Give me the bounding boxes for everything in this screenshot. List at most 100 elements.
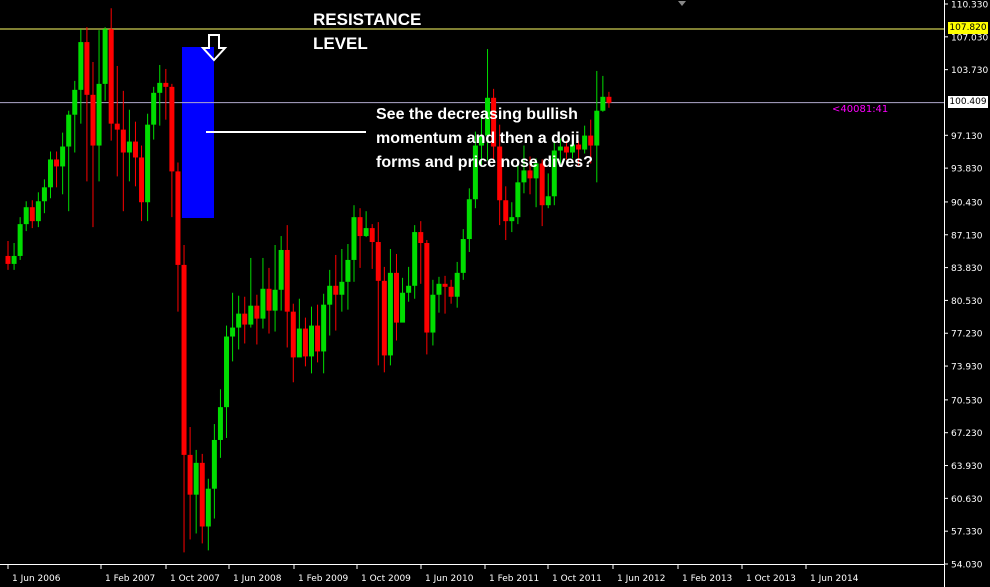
candle[interactable] [175, 162, 181, 312]
candle[interactable] [230, 292, 236, 362]
candle[interactable] [375, 222, 381, 366]
candle[interactable] [442, 275, 448, 314]
candle[interactable] [84, 27, 90, 182]
candle[interactable] [108, 8, 114, 141]
candle[interactable] [436, 276, 442, 313]
candle[interactable] [418, 221, 424, 284]
candle[interactable] [96, 30, 102, 182]
candle[interactable] [472, 131, 478, 209]
candle[interactable] [393, 253, 399, 341]
candle[interactable] [381, 266, 387, 373]
candle[interactable] [563, 140, 569, 160]
candle[interactable] [460, 229, 466, 280]
candle[interactable] [454, 261, 460, 308]
candle[interactable] [327, 269, 333, 336]
candle[interactable] [576, 140, 582, 166]
candle[interactable] [199, 453, 205, 544]
candle[interactable] [23, 201, 29, 232]
candle[interactable] [321, 293, 327, 374]
candle[interactable] [539, 159, 545, 227]
candle[interactable] [272, 245, 278, 332]
candle[interactable] [132, 121, 138, 187]
candle[interactable] [266, 267, 272, 334]
candle[interactable] [515, 165, 521, 225]
candle[interactable] [497, 124, 503, 226]
candle[interactable] [551, 141, 557, 206]
candle[interactable] [66, 110, 72, 212]
candle[interactable] [545, 173, 551, 209]
candle[interactable] [333, 254, 339, 331]
candle[interactable] [527, 156, 533, 195]
candle[interactable] [278, 236, 284, 311]
candle[interactable] [339, 248, 345, 312]
candle[interactable] [290, 303, 296, 383]
candle[interactable] [491, 88, 497, 161]
candle[interactable] [169, 83, 175, 218]
candle[interactable] [351, 205, 357, 282]
candle[interactable] [78, 29, 84, 124]
candle[interactable] [151, 86, 157, 140]
candle[interactable] [478, 116, 484, 166]
candle[interactable] [248, 257, 254, 328]
candle[interactable] [17, 217, 23, 260]
candle[interactable] [29, 200, 35, 229]
candle[interactable] [60, 132, 66, 195]
candle[interactable] [570, 138, 576, 159]
candle[interactable] [139, 145, 145, 222]
candle[interactable] [369, 224, 375, 269]
candle[interactable] [90, 61, 96, 228]
candle[interactable] [582, 125, 588, 154]
candle[interactable] [120, 90, 126, 212]
candle[interactable] [224, 325, 230, 438]
candle[interactable] [315, 304, 321, 363]
candle[interactable] [41, 179, 47, 214]
candle[interactable] [557, 138, 563, 165]
candle[interactable] [126, 109, 132, 182]
candle[interactable] [193, 449, 199, 534]
candle[interactable] [345, 244, 351, 310]
candle[interactable] [357, 208, 363, 268]
candle[interactable] [503, 186, 509, 241]
candle[interactable] [211, 424, 217, 519]
candle[interactable] [242, 296, 248, 344]
candle[interactable] [387, 248, 393, 366]
candle[interactable] [260, 257, 266, 329]
candle[interactable] [114, 65, 120, 177]
candle[interactable] [363, 211, 369, 238]
candle[interactable] [521, 145, 527, 194]
candle[interactable] [187, 427, 193, 540]
candle[interactable] [424, 240, 430, 355]
candle[interactable] [35, 192, 41, 228]
candle[interactable] [302, 317, 308, 367]
candle[interactable] [72, 80, 78, 153]
candle[interactable] [606, 91, 612, 108]
candle[interactable] [466, 188, 472, 252]
candle[interactable] [11, 243, 17, 270]
candle[interactable] [296, 298, 302, 358]
candle[interactable] [157, 64, 163, 126]
candle[interactable] [284, 225, 290, 348]
candle[interactable] [236, 295, 242, 350]
candle[interactable] [309, 306, 314, 374]
candle[interactable] [5, 241, 11, 270]
candle[interactable] [588, 119, 594, 164]
candle[interactable] [217, 389, 223, 458]
candle[interactable] [448, 279, 454, 304]
candle[interactable] [406, 266, 412, 302]
candle[interactable] [47, 151, 53, 199]
candle[interactable] [430, 279, 436, 346]
candle[interactable] [509, 202, 515, 233]
candle[interactable] [205, 478, 211, 551]
candle[interactable] [485, 49, 491, 161]
candle[interactable] [533, 158, 539, 208]
candle[interactable] [163, 68, 169, 120]
candle[interactable] [54, 151, 60, 188]
candle[interactable] [594, 70, 600, 183]
candle[interactable] [254, 294, 260, 345]
candle[interactable] [181, 245, 187, 553]
candle[interactable] [400, 277, 406, 323]
candle[interactable] [145, 113, 151, 222]
candle[interactable] [412, 225, 418, 299]
candle[interactable] [600, 75, 606, 112]
